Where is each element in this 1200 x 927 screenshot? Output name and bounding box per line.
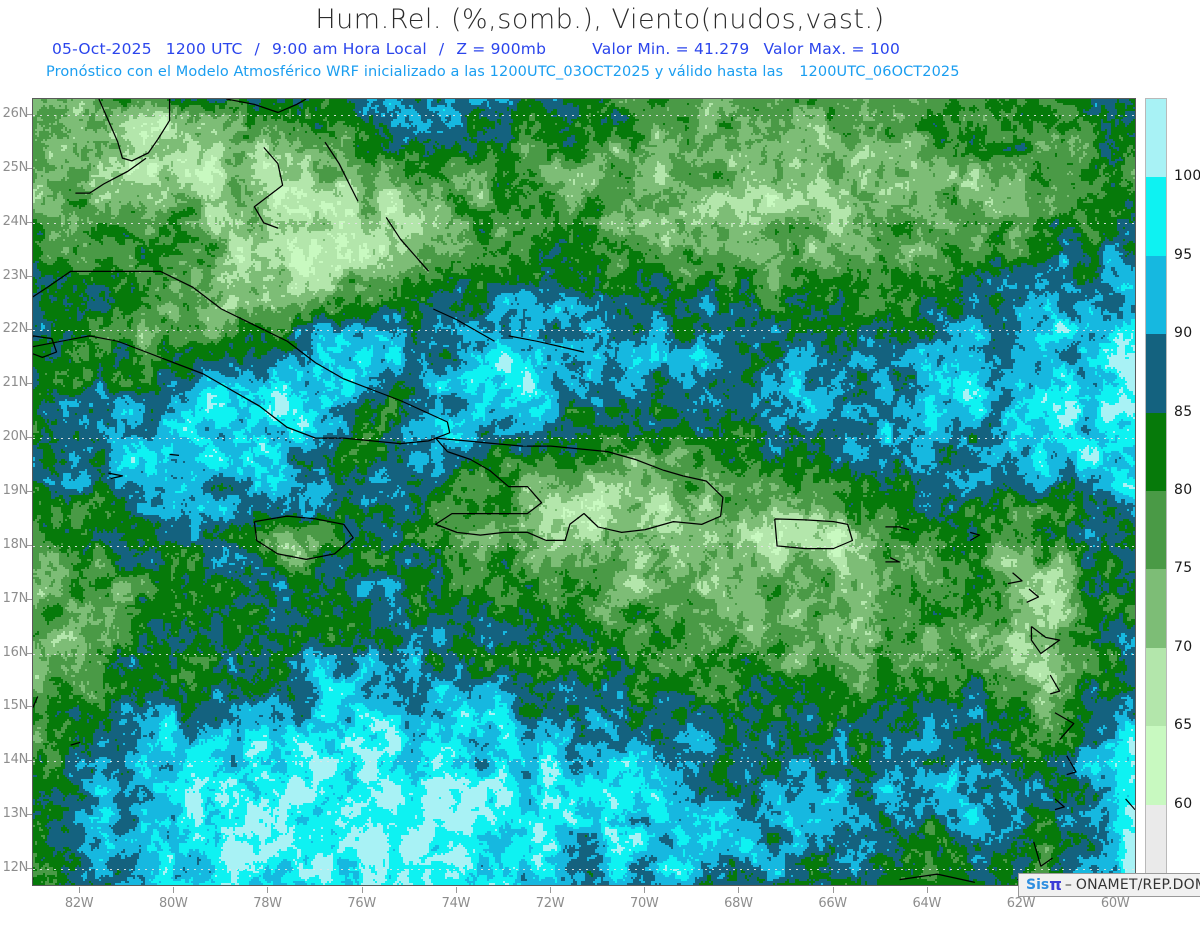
x-axis-tick-label: 82W xyxy=(64,896,94,911)
y-axis-tick-label: 12N xyxy=(2,859,29,875)
colorbar-segment[interactable] xyxy=(1146,647,1166,727)
x-axis-tick-mark xyxy=(926,887,928,893)
chart-header: Hum.Rel. (%,somb.), Viento(nudos,vast.) … xyxy=(0,0,1200,84)
forecast-description: Pronóstico con el Modelo Atmosférico WRF… xyxy=(46,64,784,80)
colorbar-tick-label: 90 xyxy=(1174,325,1193,342)
x-axis-tick-label: 72W xyxy=(535,896,565,911)
map-panel[interactable] xyxy=(32,98,1136,886)
x-axis-tick-mark xyxy=(79,887,81,893)
pi-symbol-icon: π xyxy=(1049,875,1062,894)
colorbar-segment[interactable] xyxy=(1146,255,1166,335)
x-axis-tick-mark xyxy=(267,887,269,893)
colorbar-segment[interactable] xyxy=(1146,569,1166,648)
colorbar-tick-label: 65 xyxy=(1174,717,1193,734)
y-axis-tick-mark xyxy=(26,167,32,169)
y-axis-tick-mark xyxy=(26,706,32,708)
organization-label: ONAMET/REP.DOM. xyxy=(1075,877,1200,893)
forecast-valid-time: 1200UTC_06OCT2025 xyxy=(799,64,960,80)
local-time: 9:00 am Hora Local xyxy=(271,40,427,58)
x-axis-tick-label: 62W xyxy=(1006,896,1036,911)
y-axis-tick-mark xyxy=(26,867,32,869)
y-axis-tick-label: 14N xyxy=(2,752,29,768)
colorbar-segment[interactable] xyxy=(1146,412,1166,491)
colorbar-tick-label: 85 xyxy=(1174,403,1193,420)
x-axis-tick-mark xyxy=(832,887,834,893)
colorbar-tick-label: 95 xyxy=(1174,246,1193,263)
x-axis-tick-mark xyxy=(173,887,175,893)
y-axis-tick-mark xyxy=(26,437,32,439)
coastlines-grid-windbarbs-overlay xyxy=(33,99,1135,885)
y-axis-tick-mark xyxy=(26,491,32,492)
page-title: Hum.Rel. (%,somb.), Viento(nudos,vast.) xyxy=(315,4,885,35)
separator-slash-2: / xyxy=(438,40,445,58)
x-axis-tick-mark xyxy=(361,887,363,893)
colorbar-segment[interactable] xyxy=(1146,334,1166,413)
y-axis-tick-label: 19N xyxy=(2,483,29,498)
y-axis-tick-mark xyxy=(26,544,32,546)
forecast-row: Pronóstico con el Modelo Atmosférico WRF… xyxy=(0,60,1200,84)
valid-date: 05-Oct-2025 xyxy=(52,40,152,58)
y-axis-tick-mark xyxy=(26,114,32,116)
y-axis-tick-label: 18N xyxy=(2,536,29,552)
colorbar-segment[interactable] xyxy=(1146,726,1166,805)
y-axis-tick-label: 20N xyxy=(2,429,29,445)
y-axis-tick-mark xyxy=(26,652,32,654)
x-axis-tick-mark xyxy=(738,887,740,893)
y-axis-tick-mark xyxy=(26,814,32,815)
colorbar-tick-label: 75 xyxy=(1174,560,1193,577)
colorbar-segment[interactable] xyxy=(1146,177,1166,256)
y-axis-tick-label: 21N xyxy=(2,375,29,391)
y-axis-tick-label: 24N xyxy=(2,213,29,229)
colorbar-tick-label: 100 xyxy=(1174,168,1200,185)
colorbar-segment[interactable] xyxy=(1146,99,1166,178)
separator-slash-1: / xyxy=(254,40,260,58)
y-axis-tick-label: 26N xyxy=(2,106,29,122)
plot-area: 26N 25N 24N 23N 22N 21N 20N 19N 18N 17N 16N 15N 14N 1… xyxy=(0,90,1200,927)
y-axis-tick-mark xyxy=(26,221,32,223)
sis-logo-text: Sis xyxy=(1026,877,1050,893)
y-axis-tick-mark xyxy=(26,598,32,600)
x-axis-tick-mark xyxy=(550,887,552,893)
colorbar-tick-label: 70 xyxy=(1174,638,1193,655)
y-axis-tick-label: 25N xyxy=(2,159,29,175)
colorbar-segment[interactable] xyxy=(1146,490,1166,570)
cycle-time: 1200 UTC xyxy=(165,40,243,58)
x-axis-tick-label: 74W xyxy=(441,896,471,911)
colorbar[interactable] xyxy=(1145,98,1167,886)
y-axis-tick-label: 17N xyxy=(2,590,29,606)
x-axis-tick-label: 64W xyxy=(912,896,942,911)
max-value-label: Valor Max. = 100 xyxy=(763,40,901,58)
credit-badge: Sis π – ONAMET/REP.DOM. xyxy=(1018,873,1200,897)
x-axis-tick-mark xyxy=(644,887,646,893)
y-axis-tick-mark xyxy=(26,329,32,331)
x-axis-tick-label: 80W xyxy=(159,896,188,911)
x-axis-tick-mark xyxy=(455,887,457,893)
colorbar-tick-label: 60 xyxy=(1174,795,1193,812)
x-axis-tick-label: 68W xyxy=(724,896,753,911)
subtitle-row: 05-Oct-2025 1200 UTC / 9:00 am Hora Local / Z… xyxy=(0,38,1200,60)
colorbar-tick-label: 80 xyxy=(1174,482,1193,498)
x-axis-tick-label: 78W xyxy=(253,896,282,911)
x-axis-tick-label: 66W xyxy=(818,896,847,911)
y-axis-tick-label: 22N xyxy=(2,321,29,337)
min-value-label: Valor Min. = 41.279 xyxy=(592,40,750,58)
x-axis-tick-label: 60W xyxy=(1100,896,1130,911)
x-axis-tick-label: 76W xyxy=(347,896,376,911)
y-axis-tick-label: 15N xyxy=(2,698,29,714)
y-axis-tick-label: 23N xyxy=(2,267,29,283)
dash-separator: – xyxy=(1064,877,1072,893)
y-axis-tick-label: 13N xyxy=(2,806,29,821)
colorbar-segment[interactable] xyxy=(1146,804,1166,883)
y-axis-tick-mark xyxy=(26,760,32,762)
x-axis-tick-label: 70W xyxy=(629,896,659,911)
y-axis-tick-mark xyxy=(26,383,32,385)
y-axis-tick-label: 16N xyxy=(2,644,29,660)
level-label: Z = 900mb xyxy=(456,40,547,58)
y-axis-tick-mark xyxy=(26,275,32,277)
